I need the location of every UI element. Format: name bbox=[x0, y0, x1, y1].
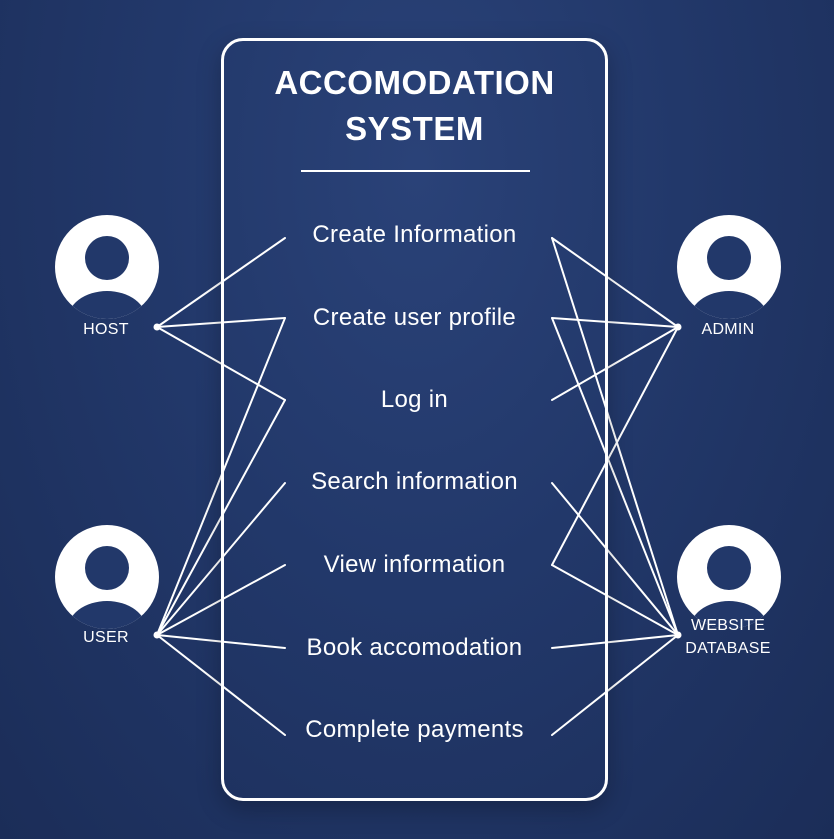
database-to-search-information-line bbox=[551, 482, 679, 636]
admin-to-log-in-line bbox=[551, 326, 679, 401]
system-title: ACCOMODATION SYSTEM bbox=[221, 60, 608, 152]
admin-label: ADMIN bbox=[701, 321, 755, 338]
usecase-create-user-profile: Create user profile bbox=[312, 304, 517, 331]
database-to-view-information-line bbox=[551, 564, 679, 636]
database-to-book-accomodation-line bbox=[551, 634, 679, 649]
database-to-create-information-line bbox=[551, 237, 679, 636]
user-anchor-dot bbox=[153, 631, 161, 639]
usecase-complete-payments: Complete payments bbox=[305, 716, 524, 743]
database-to-complete-payments-line bbox=[551, 634, 679, 736]
usecase-search-information: Search information bbox=[311, 468, 518, 495]
database-label: WEBSITE DATABASE bbox=[668, 614, 788, 660]
admin-to-create-user-profile-line bbox=[551, 317, 679, 328]
system-boundary bbox=[221, 38, 608, 801]
admin-to-create-information-line bbox=[551, 237, 679, 328]
host-anchor-dot bbox=[153, 323, 161, 331]
database-to-create-user-profile-line bbox=[551, 317, 679, 636]
admin-avatar-icon bbox=[677, 215, 781, 319]
usecase-create-information: Create Information bbox=[312, 221, 517, 248]
host-avatar-icon bbox=[55, 215, 159, 319]
system-title-line1: ACCOMODATION bbox=[274, 64, 555, 101]
title-divider bbox=[301, 170, 530, 172]
user-avatar-icon bbox=[55, 525, 159, 629]
database-anchor-dot bbox=[674, 631, 682, 639]
usecase-view-information: View information bbox=[323, 551, 506, 578]
usecase-log-in: Log in bbox=[380, 386, 449, 413]
admin-to-view-information-line bbox=[551, 326, 679, 566]
admin-anchor-dot bbox=[674, 323, 682, 331]
usecase-book-accomodation: Book accomodation bbox=[306, 634, 523, 661]
database-label-line1: WEBSITE bbox=[690, 617, 766, 634]
system-title-line2: SYSTEM bbox=[345, 110, 484, 147]
host-label: HOST bbox=[83, 321, 129, 338]
database-avatar-icon bbox=[677, 525, 781, 629]
user-label: USER bbox=[83, 629, 129, 646]
database-label-line2: DATABASE bbox=[685, 640, 771, 657]
